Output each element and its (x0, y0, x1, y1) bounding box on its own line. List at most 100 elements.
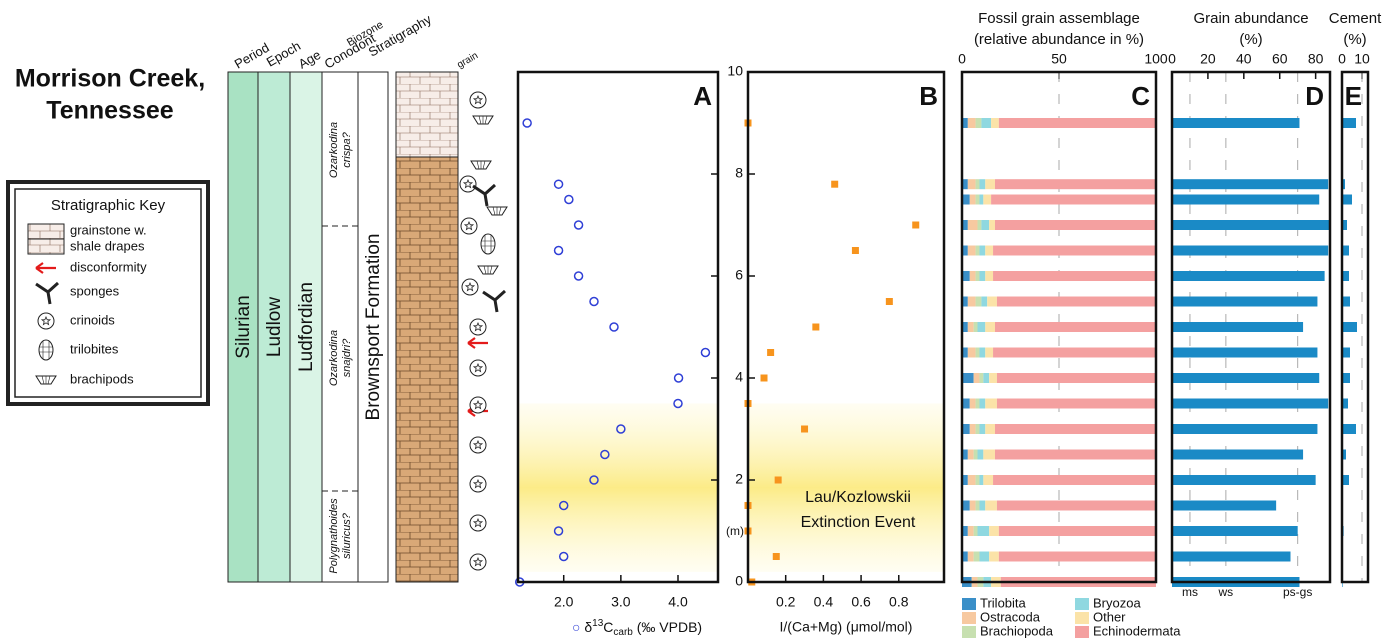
bar (1342, 271, 1349, 281)
bar-segment (962, 526, 968, 536)
x-tick-label: 2.0 (554, 594, 574, 610)
bar (1172, 398, 1329, 409)
bar-segment (994, 322, 1156, 332)
x-axis-label: ○ δ13Ccarb (‰ VPDB) (572, 618, 702, 638)
legend-label: Trilobita (980, 595, 1027, 610)
bar-segment (967, 220, 978, 230)
bar (1172, 500, 1277, 511)
point (673, 373, 684, 383)
biozone: crispa? (341, 131, 353, 167)
bar (1172, 179, 1329, 190)
bar-segment (979, 551, 990, 562)
x-tick-label: 3.0 (611, 594, 631, 610)
legend-swatch (962, 626, 976, 638)
bar-segment (975, 245, 980, 256)
texture-label: ws (1218, 585, 1234, 599)
texture-label: ps-gs (1283, 585, 1312, 599)
bar-segment (985, 271, 994, 281)
plot-frame (1340, 70, 1370, 584)
x-tick-label: 0 (958, 51, 966, 67)
panel-title: (%) (1239, 31, 1262, 48)
biozone: siluricus? (341, 512, 353, 559)
bar-segment (975, 118, 982, 128)
point (812, 323, 820, 331)
bar-segment (962, 322, 968, 332)
period: Silurian (233, 295, 254, 358)
bar-segment (993, 347, 1156, 358)
bar-segment (998, 526, 1156, 536)
bar (1342, 424, 1356, 434)
bar-segment (967, 322, 974, 332)
legend-label: Echinodermata (1093, 623, 1181, 638)
x-tick-label: 100 (1144, 51, 1168, 67)
bar-segment (989, 220, 995, 230)
point (767, 349, 775, 356)
bar-segment (967, 475, 976, 485)
bar-segment (975, 271, 980, 281)
point (609, 322, 619, 332)
bar-segment (985, 245, 994, 256)
point (801, 425, 809, 433)
bar-segment (996, 373, 1156, 383)
x-tick-label: 0.2 (776, 594, 796, 610)
x-tick-label: 4.0 (668, 594, 688, 610)
x-axis-label: I/(Ca+Mg) (μmol/mol) (780, 619, 913, 635)
point (558, 551, 569, 562)
point (589, 475, 599, 485)
bar-segment (977, 449, 984, 460)
legend-swatch (1075, 598, 1089, 610)
bar-segment (973, 322, 978, 332)
bar-segment (962, 179, 968, 190)
bar-segment (991, 194, 1156, 205)
x-tick-label: 0.4 (814, 594, 834, 610)
panel-letter: D (1305, 81, 1324, 111)
bar (1342, 398, 1348, 409)
biozone: snajdri? (341, 338, 353, 377)
bar (1342, 194, 1352, 205)
bar-segment (989, 373, 997, 383)
bar-segment (989, 551, 999, 562)
strat-column: Period Epoch Age Conodont Biozone Strati… (227, 11, 508, 583)
point (600, 449, 610, 460)
legend-label: Ostracoda (980, 609, 1041, 624)
bar-segment (985, 347, 994, 358)
point (558, 500, 569, 511)
bar (1172, 475, 1316, 485)
bar-segment (996, 500, 1156, 511)
panel-title: Grain abundance (1193, 10, 1308, 27)
column-header: grain (455, 50, 480, 71)
point (774, 476, 782, 484)
bar-segment (975, 179, 980, 190)
key-label: shale drapes (70, 238, 145, 253)
panel-letter: B (919, 81, 938, 111)
event-band (518, 403, 718, 572)
bar-segment (962, 449, 968, 460)
bar-segment (967, 179, 976, 190)
biozone: Ozarkodina (328, 330, 340, 386)
bar-segment (967, 245, 976, 256)
bar-segment (969, 500, 976, 511)
bar-segment (998, 551, 1156, 562)
bar-segment (979, 347, 986, 358)
bar (1172, 271, 1325, 281)
key-label: crinoids (70, 312, 115, 327)
bar-segment (975, 424, 980, 434)
legend-label: Brachiopoda (980, 623, 1054, 638)
texture-label: ms (1182, 585, 1198, 599)
x-tick-label: 20 (1200, 51, 1216, 67)
bar-segment (962, 424, 970, 434)
bar-segment (967, 526, 974, 536)
y-tick-label: 4 (735, 369, 743, 385)
bar-segment (987, 296, 997, 307)
bar (1172, 551, 1291, 562)
bar-segment (985, 398, 997, 409)
x-tick-label: 60 (1272, 51, 1288, 67)
bar (1342, 220, 1347, 230)
point (673, 398, 683, 409)
bar (1342, 373, 1350, 383)
bar-segment (962, 500, 970, 511)
bar-segment (975, 296, 982, 307)
bar-segment (989, 526, 999, 536)
bar-segment (994, 449, 1156, 460)
point (885, 298, 893, 305)
